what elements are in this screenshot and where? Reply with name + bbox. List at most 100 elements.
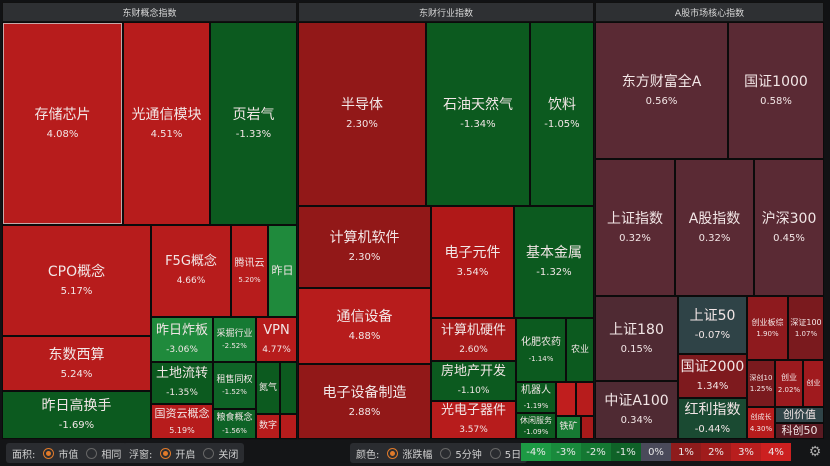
treemap-tile[interactable]: 国资云概念 5.19% xyxy=(151,404,213,439)
treemap-tile[interactable] xyxy=(576,382,594,416)
treemap-tile[interactable]: 腾讯云 5.20% xyxy=(231,225,268,317)
treemap-tile[interactable]: 农业 xyxy=(566,318,594,382)
tile-change: -1.52% xyxy=(222,388,247,397)
treemap-tile[interactable] xyxy=(280,414,297,439)
treemap-tile[interactable]: CPO概念 5.17% xyxy=(2,225,151,336)
treemap-tile[interactable]: 昨日高换手 -1.69% xyxy=(2,391,151,439)
treemap-tile[interactable]: 基本金属 -1.32% xyxy=(514,206,594,318)
color-radio-5day[interactable] xyxy=(489,447,501,459)
treemap-tile[interactable]: 光通信模块 4.51% xyxy=(123,22,210,225)
tile-name: 租售同权 xyxy=(216,374,253,385)
tile-name: 中证A100 xyxy=(604,393,669,410)
treemap-tile[interactable]: 上证50 -0.07% xyxy=(678,296,747,354)
float-radio-on[interactable] xyxy=(160,447,172,459)
treemap-tile[interactable]: 石油天然气 -1.34% xyxy=(426,22,530,206)
treemap-tile[interactable]: 深证100 1.07% xyxy=(788,296,824,360)
legend-swatch: 3% xyxy=(731,443,761,461)
treemap-tile[interactable]: 沪深300 0.45% xyxy=(754,159,824,296)
treemap-tile[interactable]: 饮料 -1.05% xyxy=(530,22,594,206)
float-option-label[interactable]: 开启 xyxy=(175,449,196,461)
treemap-tile[interactable]: 氮气 xyxy=(256,362,280,414)
treemap-tile[interactable]: 深创10 1.25% xyxy=(747,360,775,407)
tile-change: 0.15% xyxy=(620,343,653,355)
tile-name: 氮气 xyxy=(258,382,277,393)
tile-change: 4.08% xyxy=(46,128,79,140)
area-control: 面积: 市值 相同 xyxy=(6,443,128,463)
treemap-tile[interactable]: 通信设备 4.88% xyxy=(298,288,431,364)
color-radio-change[interactable] xyxy=(387,447,399,459)
float-option-label[interactable]: 关闭 xyxy=(218,449,239,461)
float-radio-off[interactable] xyxy=(203,447,215,459)
treemap-tile[interactable] xyxy=(280,362,297,414)
area-radio-market-cap[interactable] xyxy=(43,447,55,459)
treemap-tile[interactable]: 半导体 2.30% xyxy=(298,22,426,206)
tile-change: 1.34% xyxy=(696,381,729,393)
treemap-tile[interactable]: 采掘行业 -2.52% xyxy=(213,317,256,362)
treemap-tile[interactable]: 国证1000 0.58% xyxy=(728,22,824,159)
treemap-tile[interactable]: 休闲服务 -1.09% xyxy=(516,413,556,439)
treemap-tile[interactable] xyxy=(556,382,576,416)
treemap-tile[interactable]: 东数西算 5.24% xyxy=(2,336,151,391)
treemap-tile[interactable]: 昨日 xyxy=(268,225,297,317)
treemap-tile[interactable] xyxy=(581,416,594,439)
tile-change: -1.19% xyxy=(523,402,549,411)
treemap-tile[interactable]: 东方财富全A 0.56% xyxy=(595,22,728,159)
tile-change: 4.30% xyxy=(749,424,773,433)
treemap-tile[interactable]: 中证A100 0.34% xyxy=(595,381,678,439)
tile-name: 东数西算 xyxy=(48,346,105,363)
tile-name: 半导体 xyxy=(341,97,383,114)
treemap-tile[interactable]: 国证2000 1.34% xyxy=(678,354,747,398)
treemap-tile[interactable]: A股指数 0.32% xyxy=(675,159,754,296)
area-option-label[interactable]: 相同 xyxy=(101,449,122,461)
tile-name: 国资云概念 xyxy=(154,406,210,420)
treemap-tile[interactable]: 创业板综 1.90% xyxy=(747,296,788,360)
tile-name: 休闲服务 xyxy=(520,415,552,425)
treemap-tile[interactable]: 昨日炸板 -3.06% xyxy=(151,317,213,362)
color-option-label[interactable]: 5日 xyxy=(504,449,522,461)
treemap-tile[interactable]: 电子设备制造 2.88% xyxy=(298,364,431,439)
treemap-tile[interactable]: 上证指数 0.32% xyxy=(595,159,675,296)
tile-change: 1.07% xyxy=(794,330,818,339)
gear-icon[interactable]: ⚙ xyxy=(808,444,822,460)
treemap-tile[interactable]: 页岩气 -1.33% xyxy=(210,22,297,225)
legend-swatch: 4% xyxy=(761,443,791,461)
legend-swatch: 1% xyxy=(671,443,701,461)
treemap-tile[interactable]: 科创50 xyxy=(775,423,824,439)
area-radio-equal[interactable] xyxy=(86,447,98,459)
tile-change: 5.20% xyxy=(238,275,261,284)
treemap-tile[interactable]: 租售同权 -1.52% xyxy=(213,362,256,409)
treemap-tile[interactable]: 机器人 -1.19% xyxy=(516,382,556,413)
tile-name: 红利指数 xyxy=(684,401,741,418)
treemap-tile[interactable]: 存储芯片 4.08% xyxy=(2,22,123,225)
treemap-tile[interactable]: 创业 2.02% xyxy=(775,360,803,407)
treemap-tile[interactable]: 数字 xyxy=(256,414,280,439)
area-option-label[interactable]: 市值 xyxy=(58,449,79,461)
treemap-tile[interactable]: 创成长 4.30% xyxy=(747,407,775,439)
treemap-tile[interactable]: 电子元件 3.54% xyxy=(431,206,514,318)
treemap-tile[interactable]: 粮食概念 -1.56% xyxy=(213,409,256,439)
treemap-tile[interactable]: F5G概念 4.66% xyxy=(151,225,231,317)
treemap-tile[interactable]: VPN 4.77% xyxy=(256,317,297,362)
treemap-tile[interactable]: 房地产开发 -1.10% xyxy=(431,361,516,401)
tile-name: 东方财富全A xyxy=(621,73,702,90)
tile-change: 0.58% xyxy=(760,95,792,107)
treemap-tile[interactable]: 创业 xyxy=(803,360,824,407)
color-option-label[interactable]: 涨跌幅 xyxy=(402,449,433,461)
tile-name: F5G概念 xyxy=(165,254,217,270)
tile-name: 深证100 xyxy=(790,317,822,327)
tile-name: 上证指数 xyxy=(607,210,663,227)
treemap-tile[interactable]: 计算机软件 2.30% xyxy=(298,206,431,288)
treemap-tile[interactable]: 土地流转 -1.35% xyxy=(151,362,213,404)
treemap-tile[interactable]: 化肥农药 -1.14% xyxy=(516,318,566,382)
color-radio-5min[interactable] xyxy=(440,447,452,459)
color-option-label[interactable]: 5分钟 xyxy=(455,449,482,461)
treemap-tile[interactable]: 创价值 xyxy=(775,407,824,423)
tile-change: 2.30% xyxy=(348,252,381,264)
treemap-tile[interactable]: 铁矿 xyxy=(556,416,581,439)
treemap-tile[interactable]: 红利指数 -0.44% xyxy=(678,398,747,439)
tile-name: 农业 xyxy=(570,344,589,355)
treemap-tile[interactable]: 上证180 0.15% xyxy=(595,296,678,381)
treemap-tile[interactable]: 计算机硬件 2.60% xyxy=(431,318,516,361)
float-label: 浮窗: xyxy=(129,449,153,461)
treemap-tile[interactable]: 光电子器件 3.57% xyxy=(431,401,516,439)
